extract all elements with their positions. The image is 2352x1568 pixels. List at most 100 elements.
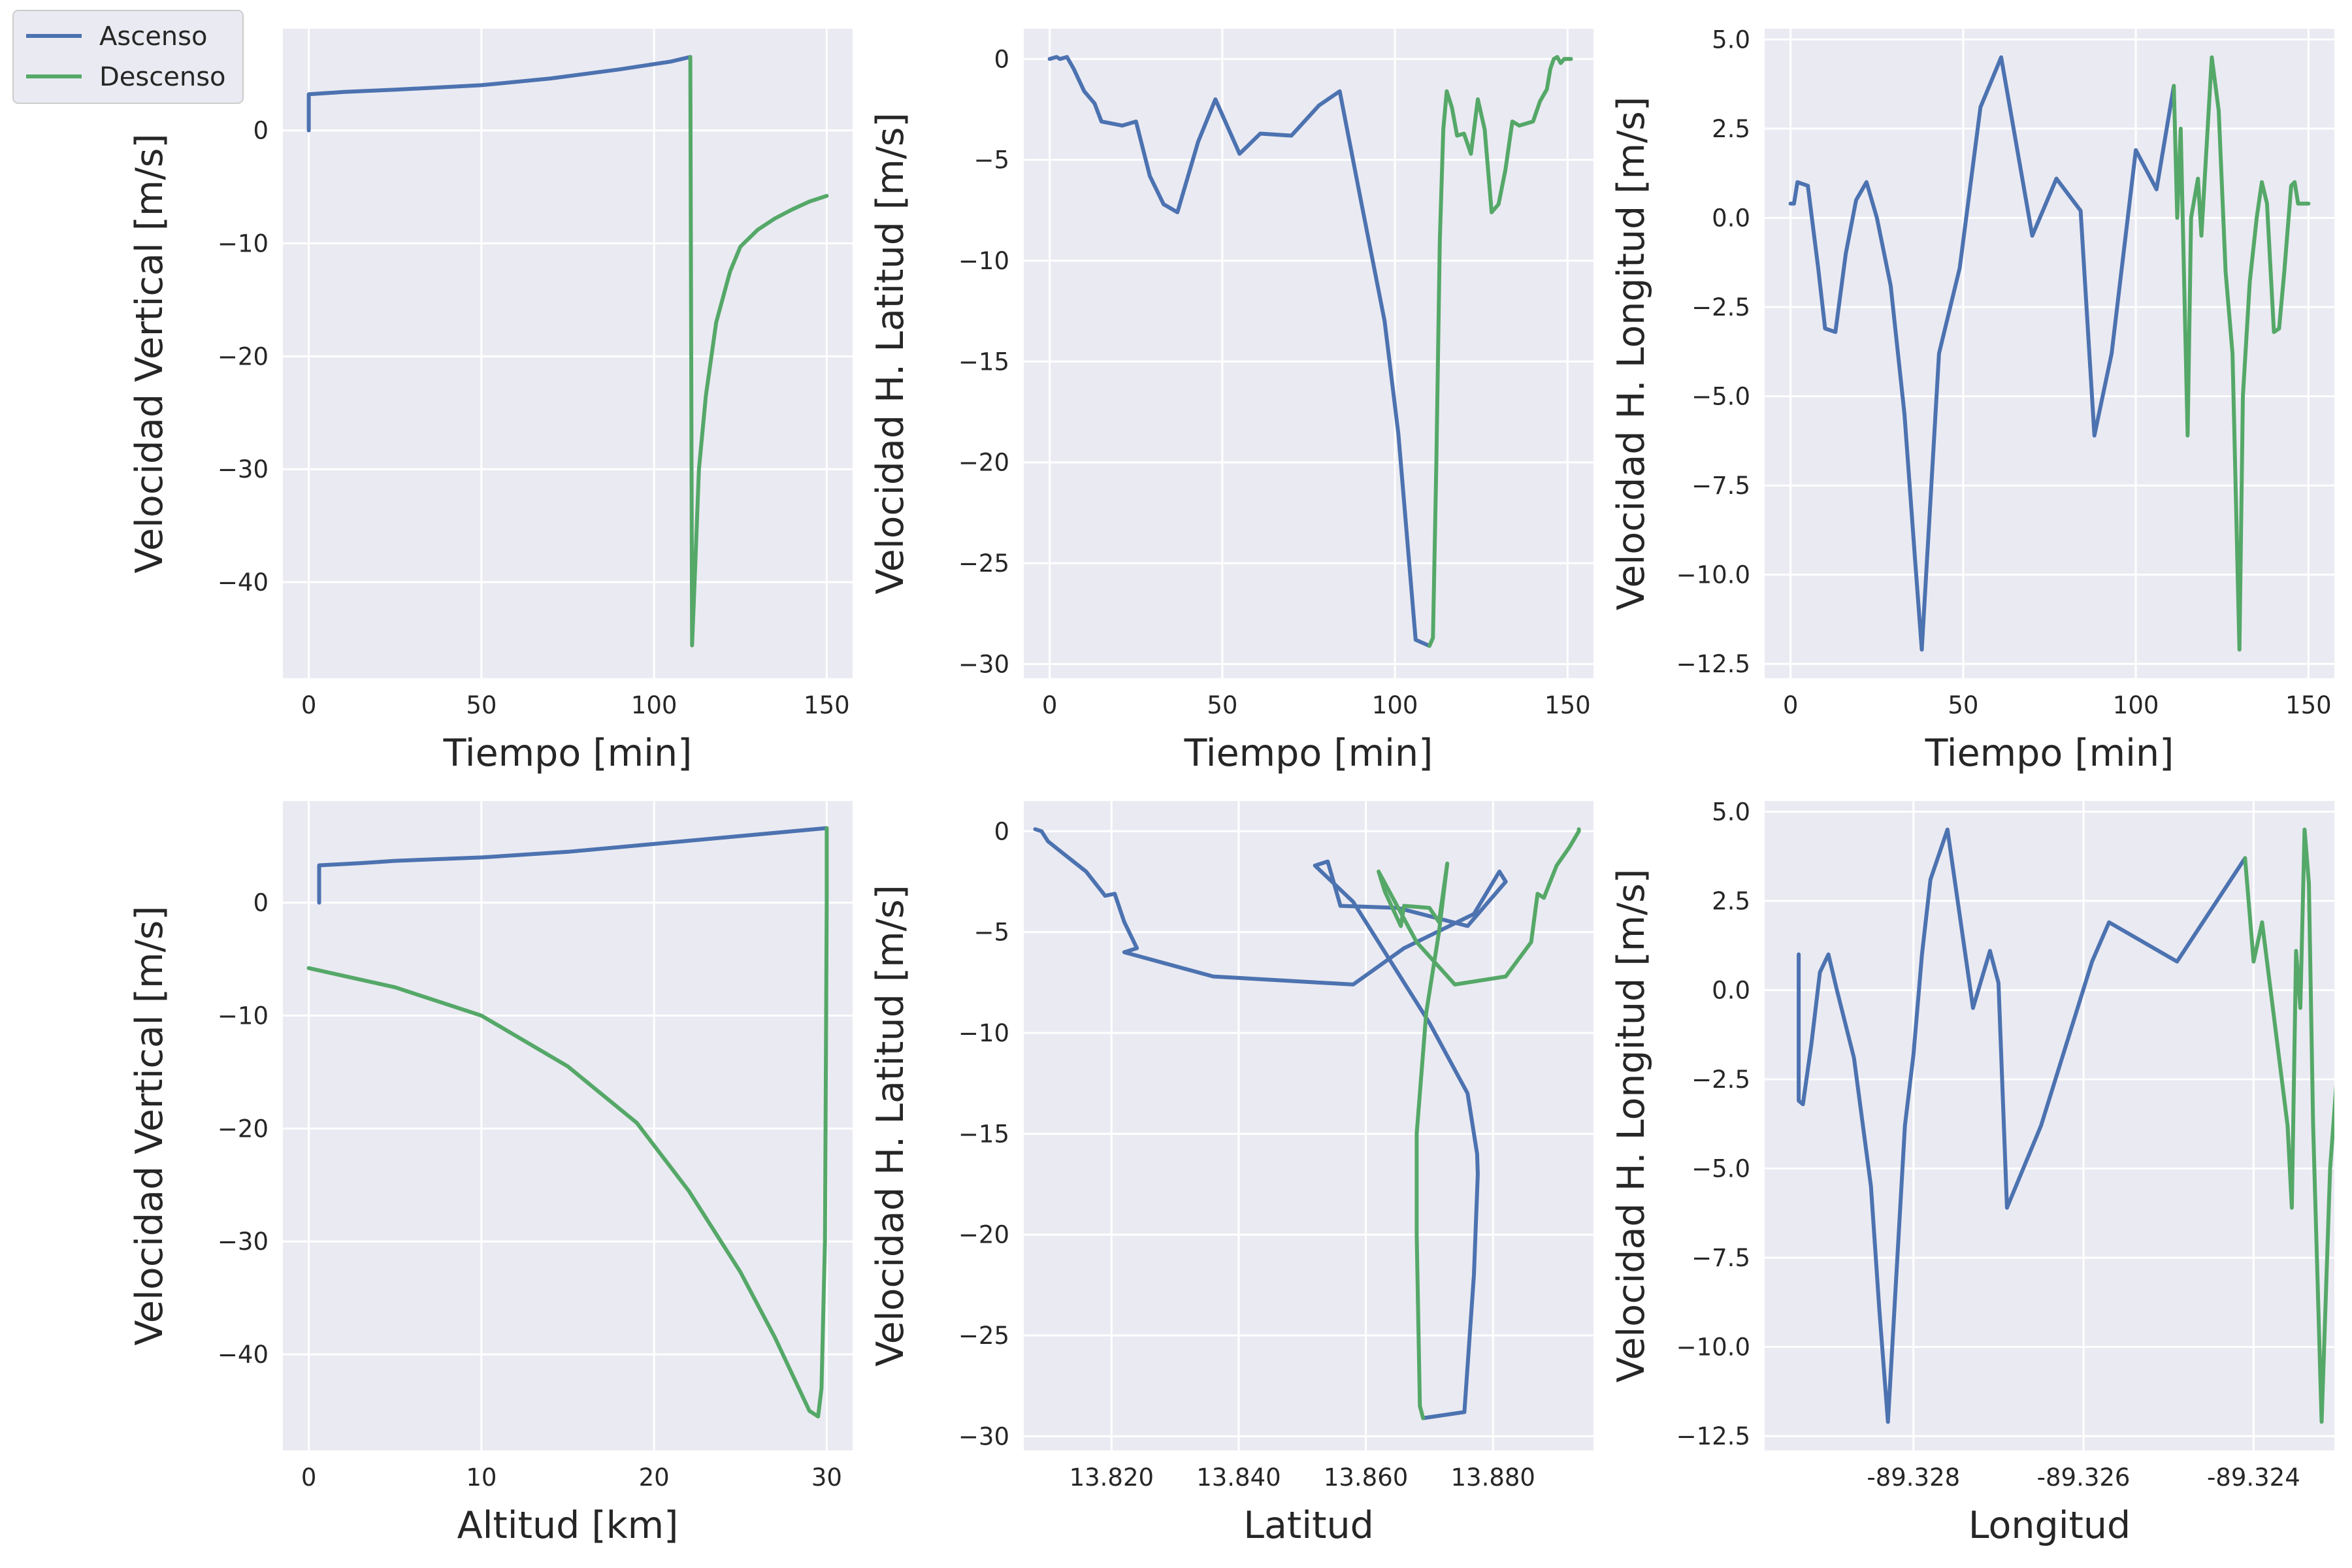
x-tick-label: 20	[639, 1463, 670, 1492]
y-tick-label: −10	[958, 247, 1009, 275]
x-tick-label: 50	[1948, 691, 1978, 719]
x-tick-label: 150	[804, 691, 850, 719]
y-axis-label: Velocidad Vertical [m/s]	[128, 133, 171, 573]
y-tick-label: 5.0	[1712, 25, 1750, 54]
y-tick-label: −10	[958, 1019, 1009, 1047]
y-tick-label: −20	[958, 1221, 1009, 1249]
y-tick-label: −20	[958, 449, 1009, 477]
x-tick-label: 13.820	[1070, 1463, 1154, 1492]
plot-area	[283, 29, 853, 678]
x-tick-label: -89.326	[2037, 1463, 2131, 1492]
x-tick-label: 150	[2285, 691, 2332, 719]
y-tick-label: 0	[994, 45, 1009, 73]
y-tick-label: −12.5	[1676, 650, 1750, 678]
subplot-6: -89.328 -89.326 -89.324 −12.5 −10.0 −7.5 −5.0 −…	[1610, 798, 2334, 1547]
x-axis-label: Altitud [km]	[457, 1504, 679, 1547]
x-tick-label: 30	[811, 1463, 842, 1492]
y-tick-label: 2.5	[1712, 115, 1750, 143]
y-axis-label: Velocidad H. Longitud [m/s]	[1610, 97, 1653, 610]
plot-area	[1024, 29, 1593, 678]
series-line-descenso	[688, 55, 829, 647]
x-tick-label: -89.324	[2207, 1463, 2300, 1492]
y-tick-label: −20	[218, 1115, 269, 1143]
y-tick-label: −2.5	[1691, 293, 1750, 321]
x-tick-label: 13.880	[1450, 1463, 1535, 1492]
x-axis-label: Tiempo [min]	[1925, 732, 2174, 775]
x-tick-label: 150	[1544, 691, 1591, 719]
y-tick-label: −5	[973, 146, 1009, 174]
y-tick-label: −25	[958, 549, 1009, 578]
series-line-descenso	[306, 826, 829, 1419]
series-line-ascenso	[1047, 55, 1431, 648]
y-tick-label: −30	[218, 455, 269, 483]
legend-label-descenso: Descenso	[99, 62, 226, 92]
y-tick-label: −7.5	[1691, 472, 1750, 500]
y-axis-label: Velocidad H. Latitud [m/s]	[869, 112, 912, 595]
legend-label-ascenso: Ascenso	[99, 22, 207, 52]
x-tick-label: 100	[631, 691, 678, 719]
plot-area	[1765, 29, 2334, 678]
y-tick-label: 0.0	[1712, 204, 1750, 232]
x-axis-label: Latitud	[1243, 1504, 1374, 1547]
y-tick-label: −15	[958, 348, 1009, 376]
x-tick-label: 0	[1783, 691, 1799, 719]
x-tick-label: 50	[1207, 691, 1237, 719]
x-tick-label: 100	[2113, 691, 2159, 719]
x-tick-label: 0	[301, 691, 317, 719]
y-tick-label: −10.0	[1676, 561, 1750, 589]
y-tick-label: −5.0	[1691, 383, 1750, 411]
legend-box	[12, 10, 244, 104]
x-axis-label: Tiempo [min]	[443, 732, 693, 775]
x-tick-label: 100	[1372, 691, 1418, 719]
series-line-ascenso	[1788, 55, 2176, 652]
x-tick-label: 13.860	[1324, 1463, 1408, 1492]
y-tick-label: −25	[958, 1322, 1009, 1350]
y-axis-label: Velocidad Vertical [m/s]	[128, 906, 171, 1345]
plot-area	[1024, 801, 1593, 1450]
subplot-2: 0 50 100 150 −30 −25 −20 −15 −10 −5 0 Tiempo [min] V…	[869, 29, 1593, 775]
y-tick-label: 2.5	[1712, 887, 1750, 915]
x-axis-label: Longitud	[1968, 1504, 2131, 1547]
y-tick-label: 0	[253, 889, 269, 917]
y-tick-label: −30	[958, 1422, 1009, 1450]
subplot-3: 0 50 100 150 −12.5 −10.0 −7.5 −5.0 −2.5 0.0 2.5 5.0…	[1610, 25, 2334, 775]
y-tick-label: −30	[218, 1228, 269, 1256]
series-line-descenso	[2172, 55, 2311, 652]
plot-area	[283, 801, 853, 1450]
y-tick-label: −5.0	[1691, 1155, 1750, 1183]
series-line-descenso	[2243, 827, 2334, 1424]
y-tick-label: −2.5	[1691, 1066, 1750, 1094]
series-line-descenso	[1428, 55, 1573, 648]
y-axis-label: Velocidad H. Longitud [m/s]	[1610, 869, 1653, 1382]
y-tick-label: −10.0	[1676, 1333, 1750, 1362]
x-tick-label: 50	[466, 691, 497, 719]
series-line-ascenso	[306, 55, 693, 133]
y-tick-label: −40	[218, 568, 269, 596]
y-tick-label: 0.0	[1712, 976, 1750, 1004]
series-line-ascenso	[1033, 827, 1508, 1420]
x-tick-label: 10	[466, 1463, 497, 1492]
legend: Ascenso Descenso	[12, 10, 244, 104]
series-line-descenso	[1377, 827, 1581, 1420]
series-line-ascenso	[1797, 827, 2247, 1424]
x-tick-label: -89.328	[1867, 1463, 1960, 1492]
y-tick-label: 5.0	[1712, 798, 1750, 826]
y-tick-label: −30	[958, 650, 1009, 678]
y-tick-label: −5	[973, 919, 1009, 947]
y-tick-label: −20	[218, 342, 269, 370]
y-tick-label: −7.5	[1691, 1244, 1750, 1272]
y-tick-label: −10	[218, 1002, 269, 1030]
subplot-5: 13.820 13.840 13.860 13.880 −30 −25 −20 −15 −10 −…	[869, 801, 1593, 1547]
plot-area	[1765, 801, 2334, 1450]
y-tick-label: 0	[994, 817, 1009, 845]
subplot-1: 0 50 100 150 −40 −30 −20 −10 0 Tiempo [min] Veloci…	[128, 29, 853, 775]
y-tick-label: −15	[958, 1120, 1009, 1148]
x-axis-label: Tiempo [min]	[1184, 732, 1433, 775]
y-axis-label: Velocidad H. Latitud [m/s]	[869, 885, 912, 1367]
x-tick-label: 13.840	[1196, 1463, 1281, 1492]
x-tick-label: 0	[301, 1463, 317, 1492]
series-line-ascenso	[317, 826, 829, 905]
y-tick-label: −12.5	[1676, 1422, 1750, 1450]
y-tick-label: 0	[253, 117, 269, 145]
